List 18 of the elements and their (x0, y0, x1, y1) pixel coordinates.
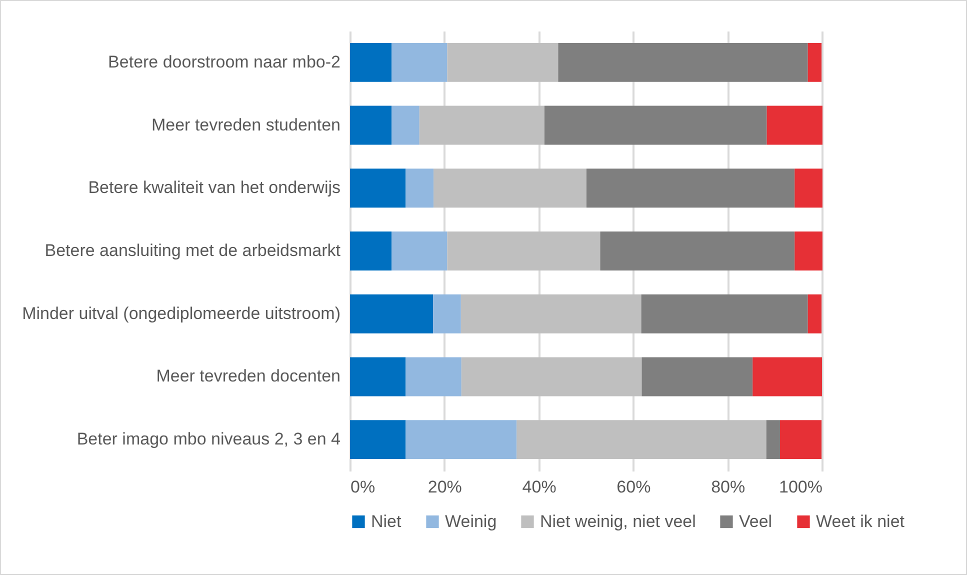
y-tick-label: Meer tevreden studenten (151, 115, 340, 134)
y-tick-label: Beter imago mbo niveaus 2, 3 en 4 (76, 430, 340, 449)
y-tick-label: Betere doorstroom naar mbo-2 (108, 52, 340, 72)
x-tick-label: 0% (350, 478, 376, 496)
y-tick-label: Meer tevreden docenten (156, 366, 340, 386)
y-tick-label: Betere aansluiting met de arbeidsmarkt (44, 241, 341, 260)
legend-label: Weet ik niet (816, 512, 905, 531)
legend-label: Niet (371, 512, 402, 531)
x-tick-label: 60% (616, 478, 651, 496)
y-tick-label: Minder uitval (ongediplomeerde uitstroom) (22, 304, 340, 323)
legend-label: Niet weinig, niet veel (540, 512, 696, 531)
x-tick-label: 100% (779, 478, 822, 496)
x-tick-label: 20% (428, 478, 462, 496)
x-tick-label: 40% (522, 478, 556, 496)
x-tick-label: 80% (711, 478, 746, 496)
legend-label: Veel (739, 512, 772, 531)
y-tick-label: Betere kwaliteit van het onderwijs (88, 178, 340, 198)
legend-label: Weinig (445, 512, 497, 531)
